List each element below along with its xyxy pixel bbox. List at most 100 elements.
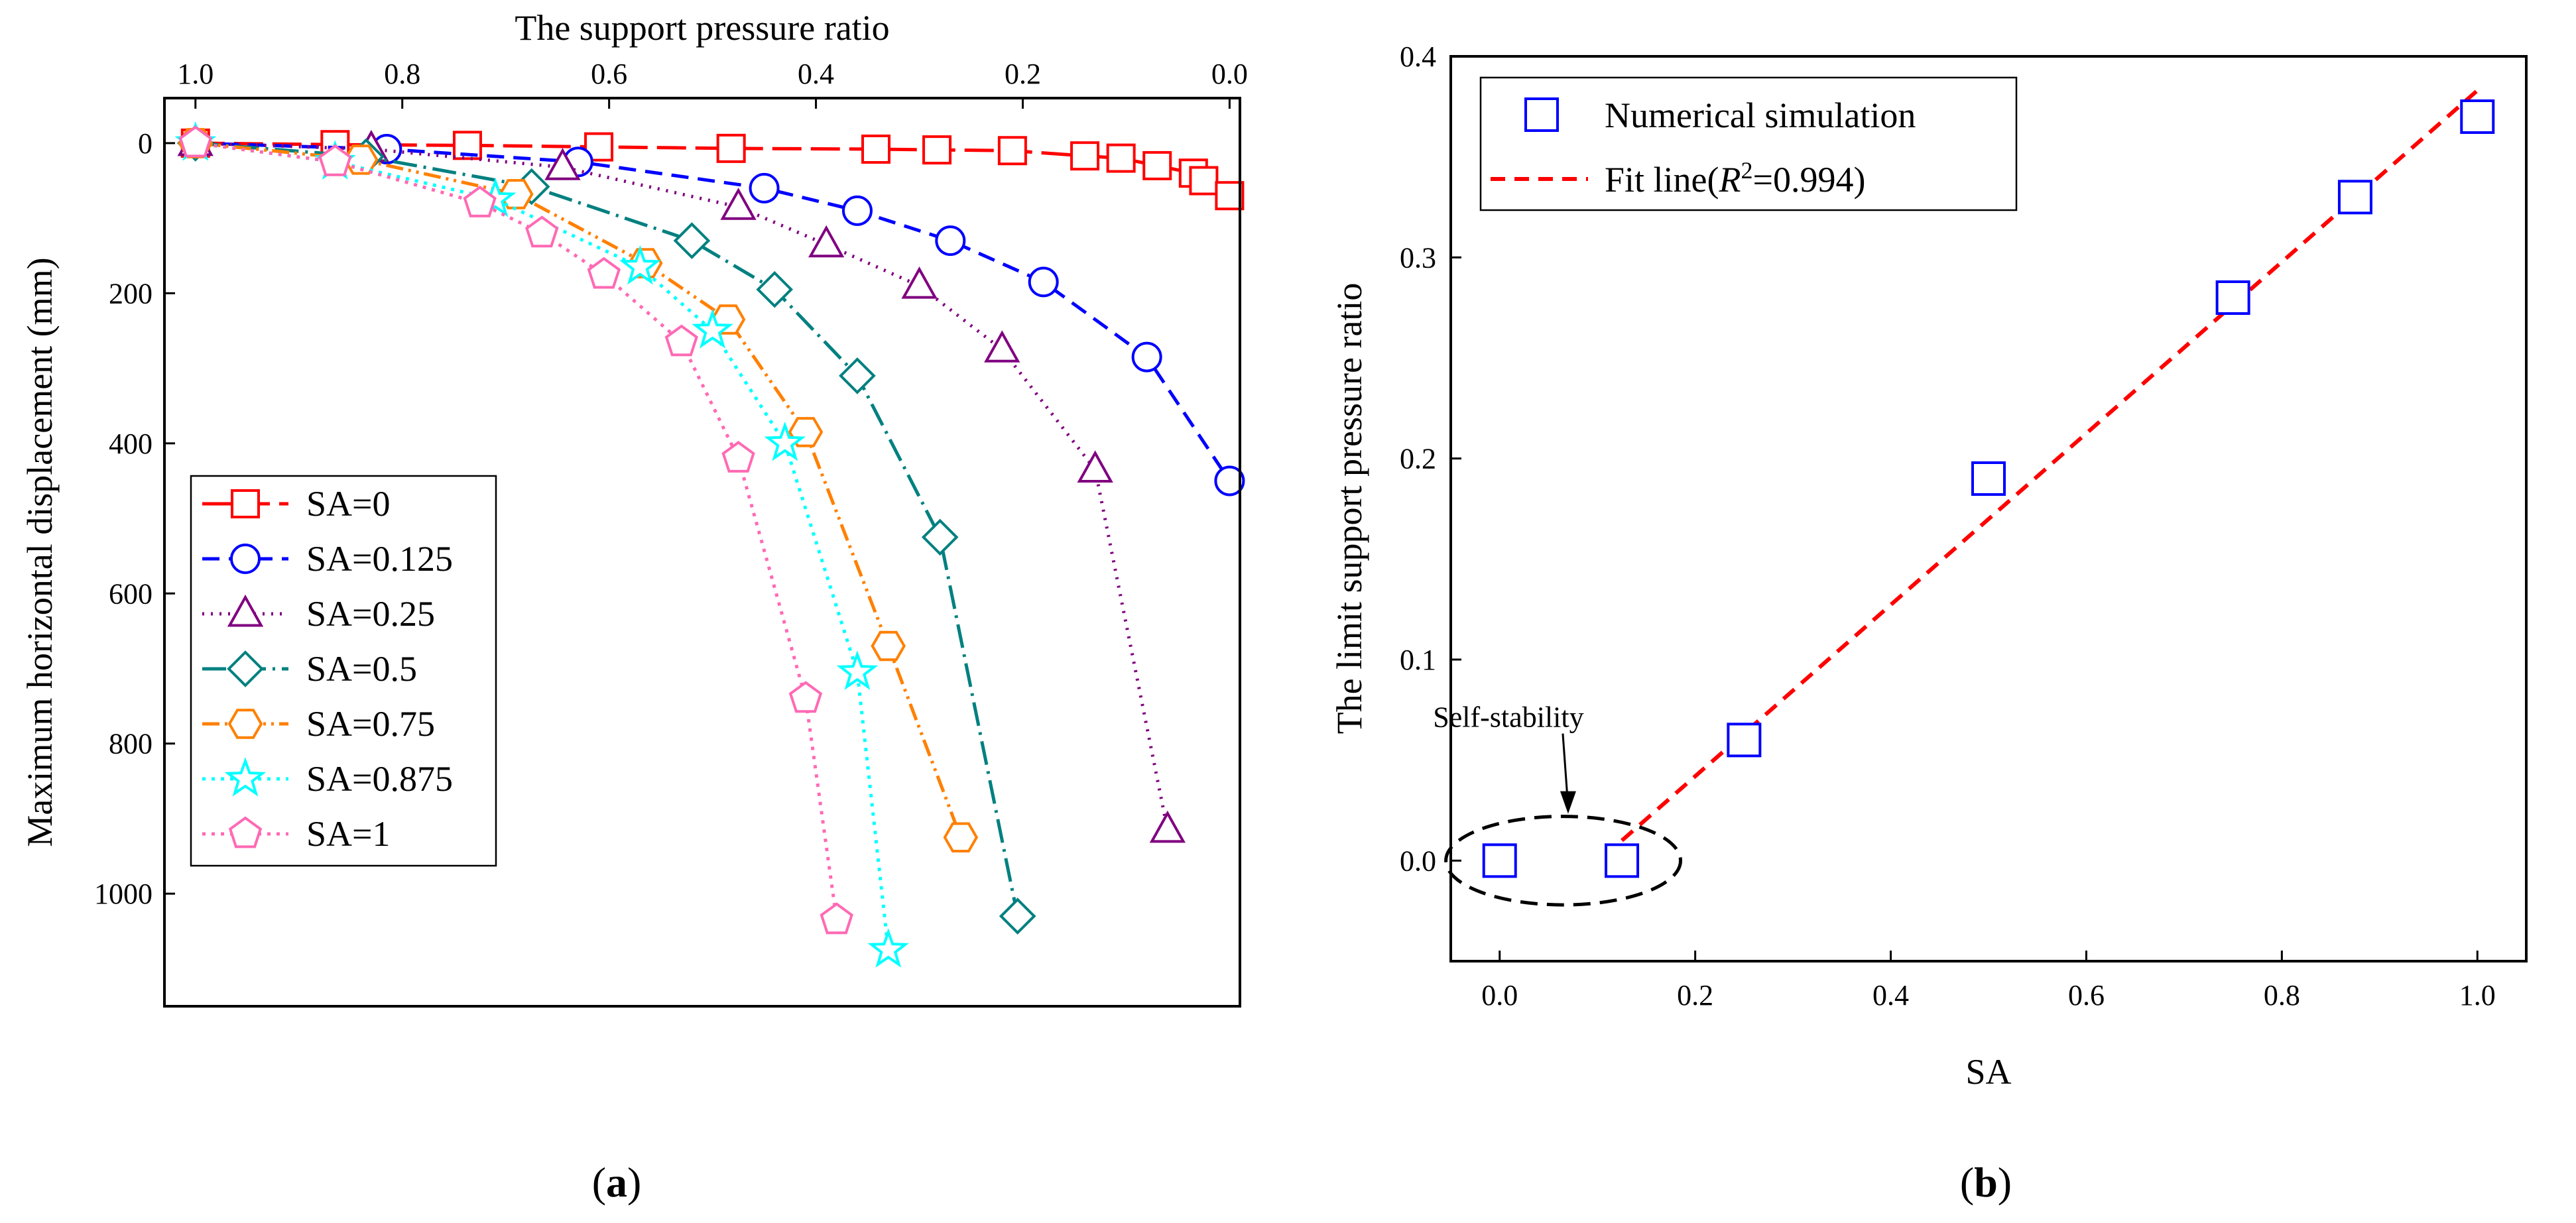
panel-a-data-point: [788, 681, 823, 713]
panel-a-data-point: [463, 186, 497, 217]
panel-a-ticks: 1.0 0.8 0.6 0.4 0.2 0.0 0 200 400 600 800 1000: [94, 58, 1248, 910]
panel-b: 0.0 0.2 0.4 0.6 0.8 1.0 0.0 0.1 0.2 0.3 0.4 Self-s…: [1329, 40, 2528, 1206]
panel-a-legend-label: SA=0.25: [306, 594, 435, 634]
panel-b-caption: (b): [1960, 1159, 2012, 1206]
panel-b-legend-marker: [1524, 97, 1559, 132]
panel-a-data-point: [867, 928, 910, 968]
panel-b-plot-frame: [1449, 55, 2528, 962]
panel-a: 1.0 0.8 0.6 0.4 0.2 0.0 0 200 400 600 800 1000 The …: [20, 8, 1248, 1206]
panel-b-legend-label-fit: Fit line(R2=0.994): [1605, 157, 1865, 200]
panel-a-data-point: [1131, 341, 1162, 373]
panel-a-data-point: [544, 148, 581, 180]
panel-a-y-tick-label: 200: [109, 277, 153, 310]
panel-a-legend-marker: [227, 709, 263, 739]
panel-b-x-tick-label: 0.6: [2068, 979, 2105, 1012]
panel-a-data-point: [922, 135, 952, 165]
panel-a-legend-label: SA=1: [306, 814, 390, 854]
panel-a-series-6: [178, 125, 853, 935]
panel-a-x-tick-label: 0.6: [591, 58, 627, 90]
panel-a-y-tick-label: 600: [109, 577, 153, 610]
panel-a-data-point: [716, 133, 746, 163]
panel-a-legend-marker: [230, 544, 261, 574]
panel-b-y-tick-label: 0.1: [1400, 644, 1436, 676]
panel-b-annotation: Self-stability: [1433, 701, 1683, 907]
panel-a-x-axis-label: The support pressure ratio: [515, 8, 889, 48]
panel-b-series: [1482, 89, 2495, 878]
panel-a-y-tick-label: 800: [109, 728, 153, 760]
panel-a-data-point: [999, 898, 1036, 935]
panel-a-data-point: [452, 131, 482, 160]
panel-a-y-tick-label: 1000: [94, 878, 153, 910]
panel-b-x-tick-label: 0.8: [2264, 979, 2300, 1012]
panel-a-data-point: [1106, 143, 1136, 173]
panel-a-data-point: [935, 225, 966, 257]
panel-a-data-point: [1077, 450, 1113, 483]
panel-b-x-tick-label: 0.0: [1481, 979, 1518, 1012]
panel-b-data-point: [2337, 180, 2372, 215]
panel-a-data-point: [525, 215, 559, 248]
panel-a-legend: SA=0 SA=0.125 SA=0.25 SA=0.5 SA=0.75 SA=0.875…: [190, 475, 497, 867]
panel-a-x-tick-label: 1.0: [177, 58, 214, 90]
panel-a-data-point: [619, 245, 661, 285]
panel-b-x-axis-label: SA: [1965, 1052, 2011, 1092]
panel-a-data-point: [692, 309, 733, 349]
panel-b-x-tick-label: 0.4: [1872, 979, 1909, 1012]
panel-a-data-point: [756, 270, 794, 308]
panel-a-data-point: [871, 630, 906, 662]
panel-a-data-point: [1028, 266, 1059, 298]
panel-a-data-point: [178, 125, 212, 158]
panel-a-data-point: [764, 421, 806, 461]
panel-b-y-tick-label: 0.2: [1400, 443, 1436, 475]
panel-b-x-tick-label: 0.2: [1677, 979, 1713, 1012]
panel-a-data-point: [997, 136, 1027, 166]
panel-a-series-line: [195, 141, 1020, 917]
panel-a-data-point: [861, 134, 891, 164]
panel-a-data-point: [1070, 141, 1100, 171]
panel-a-x-tick-label: 0.2: [1005, 58, 1041, 90]
panel-b-legend: Numerical simulation Fit line(R2=0.994): [1479, 76, 2018, 211]
panel-a-plot-frame: [163, 97, 1241, 1008]
panel-a-data-point: [1215, 181, 1245, 211]
panel-a-legend-label: SA=0: [306, 484, 390, 524]
panel-a-x-tick-label: 0.4: [798, 58, 834, 90]
panel-a-data-point: [664, 324, 698, 357]
panel-a-data-point: [720, 188, 757, 220]
panel-a-x-tick-label: 0.0: [1211, 58, 1248, 90]
panel-a-series: [174, 121, 1245, 968]
panel-a-series-line: [195, 141, 1231, 198]
panel-a-data-point: [721, 441, 755, 473]
panel-a-data-point: [836, 650, 879, 690]
panel-b-data-point: [1727, 723, 1762, 758]
panel-a-data-point: [901, 266, 938, 299]
panel-a-data-point: [673, 222, 711, 259]
panel-b-legend-label-simulation: Numerical simulation: [1605, 95, 1916, 135]
panel-a-data-point: [1214, 465, 1245, 496]
panel-a-legend-marker: [227, 594, 264, 627]
panel-a-data-point: [943, 822, 979, 852]
panel-a-y-axis-label: Maximum horizontal displacement (mm): [20, 257, 60, 846]
panel-a-legend-marker: [228, 816, 263, 848]
panel-a-y-tick-label: 0: [138, 127, 153, 160]
panel-a-data-point: [749, 172, 780, 204]
panel-a-legend-label: SA=0.75: [306, 704, 435, 744]
panel-a-data-point: [1189, 166, 1219, 196]
panel-a-data-point: [820, 902, 853, 935]
panel-a-legend-marker: [231, 489, 260, 518]
panel-a-data-point: [839, 357, 876, 394]
panel-a-data-point: [587, 257, 621, 289]
panel-a-y-tick-label: 400: [109, 428, 153, 460]
panel-b-data-point: [1482, 843, 1517, 878]
self-stability-label: Self-stability: [1433, 701, 1583, 734]
panel-a-legend-label: SA=0.125: [306, 539, 453, 579]
panel-b-x-tick-label: 1.0: [2459, 979, 2496, 1012]
panel-b-data-point: [2460, 99, 2495, 134]
panel-b-y-axis-label: The limit support pressure ratio: [1329, 283, 1369, 734]
panel-a-data-point: [808, 225, 845, 258]
panel-a-data-point: [318, 144, 352, 176]
self-stability-arrowhead: [1560, 791, 1576, 814]
panel-a-legend-marker: [227, 650, 264, 687]
panel-a-data-point: [984, 330, 1020, 363]
panel-b-data-point: [1971, 461, 2006, 496]
panel-a-series-0: [180, 128, 1245, 211]
